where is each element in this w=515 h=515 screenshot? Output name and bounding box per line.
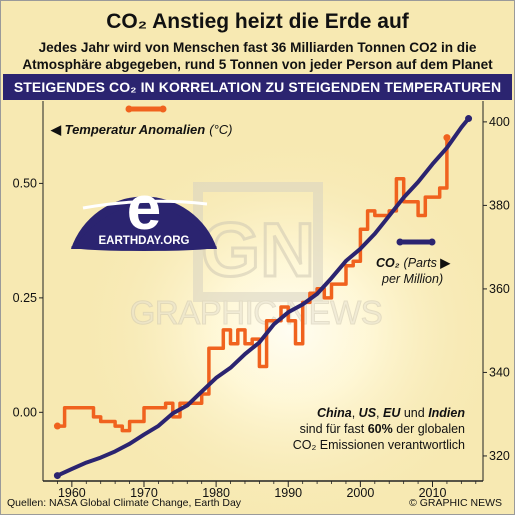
- copyright: © GRAPHIC NEWS: [409, 497, 502, 509]
- source-credit: Quellen: NASA Global Climate Change, Ear…: [7, 497, 242, 509]
- x-tick-label: 2010: [419, 486, 447, 500]
- watermark-mark: GN: [201, 208, 315, 293]
- x-tick-label: 1970: [130, 486, 158, 500]
- earthday-logo: e EARTHDAY.ORG: [71, 174, 217, 251]
- logo-e-icon: e: [127, 174, 161, 243]
- x-tick-label: 2000: [346, 486, 374, 500]
- watermark-text: GRAPHIC NEWS: [130, 294, 383, 331]
- annotation-india: Indien: [428, 406, 465, 420]
- annotation-eu: EU: [383, 406, 401, 420]
- co2-endpoint: [53, 472, 61, 480]
- co2-series-line: [55, 116, 471, 478]
- co2-legend: CO₂ (Parts ▶ per Million): [376, 238, 451, 286]
- right-tick-label: 340: [489, 365, 510, 379]
- annotation-line-3: CO₂ Emissionen verantwortlich: [293, 438, 465, 452]
- co2-endpoint: [465, 115, 473, 123]
- temperature-arrow-icon: ◀: [50, 122, 65, 137]
- temperature-axis-unit: (°C): [209, 122, 232, 137]
- subtitle-line-1: Jedes Jahr wird von Menschen fast 36 Mil…: [38, 40, 477, 55]
- series-layer: [53, 115, 473, 480]
- annotation-us: US: [359, 406, 377, 420]
- page-title: CO₂ Anstieg heizt die Erde auf: [106, 10, 409, 33]
- annotation-line-1: China, US, EU und Indien: [317, 406, 465, 420]
- watermark: GN GRAPHIC NEWS: [129, 182, 383, 332]
- svg-text:◀ Temperatur Anomalien(°C): ◀ Temperatur Anomalien (°C): [50, 122, 232, 137]
- subtitle-line-2: Atmosphäre abgegeben, rund 5 Tonnen von …: [22, 57, 493, 72]
- co2-arrow-icon: ▶: [437, 256, 451, 270]
- temperature-series-line: [55, 135, 449, 433]
- co2-axis-unit-2: per Million): [381, 272, 443, 286]
- temperature-legend: ◀ Temperatur Anomalien (°C): [50, 105, 232, 137]
- right-axis-ticks: 320 340 360 380 400: [483, 115, 510, 463]
- right-tick-label: 320: [489, 449, 510, 463]
- annotation-line-2: sind für fast 60% der globalen: [300, 422, 465, 436]
- annotation-china: China: [317, 406, 352, 420]
- headline-banner: STEIGENDES CO₂ IN KORRELATION ZU STEIGEN…: [3, 74, 512, 100]
- temperature-endpoint: [443, 134, 451, 142]
- x-tick-label: 1990: [274, 486, 302, 500]
- left-tick-label: 0.25: [13, 291, 37, 305]
- annotation-percent: 60%: [368, 422, 393, 436]
- x-tick-label: 1960: [58, 486, 86, 500]
- right-tick-label: 360: [489, 282, 510, 296]
- svg-text:CO₂(Parts ▶: CO₂ (Parts ▶: [376, 256, 451, 270]
- logo-text: EARTHDAY.ORG: [99, 235, 190, 247]
- x-tick-label: 1980: [202, 486, 230, 500]
- left-tick-label: 0.00: [13, 405, 37, 419]
- temperature-axis-label: Temperatur Anomalien: [65, 122, 206, 137]
- temperature-endpoint: [53, 422, 61, 430]
- logo-orbit: [82, 199, 208, 210]
- subtitle: Jedes Jahr wird von Menschen fast 36 Mil…: [7, 39, 508, 73]
- left-axis-ticks: 0.00 0.25 0.50: [13, 176, 43, 419]
- right-tick-label: 380: [489, 198, 510, 212]
- co2-axis-label: CO₂: [376, 256, 400, 270]
- left-tick-label: 0.50: [13, 176, 37, 190]
- x-axis-ticks: 1960 1970 1980 1990 2000 2010: [57, 481, 477, 500]
- emissions-annotation: China, US, EU und Indien sind für fast 6…: [293, 406, 466, 452]
- right-tick-label: 400: [489, 115, 510, 129]
- co2-axis-unit-1: (Parts: [404, 256, 437, 270]
